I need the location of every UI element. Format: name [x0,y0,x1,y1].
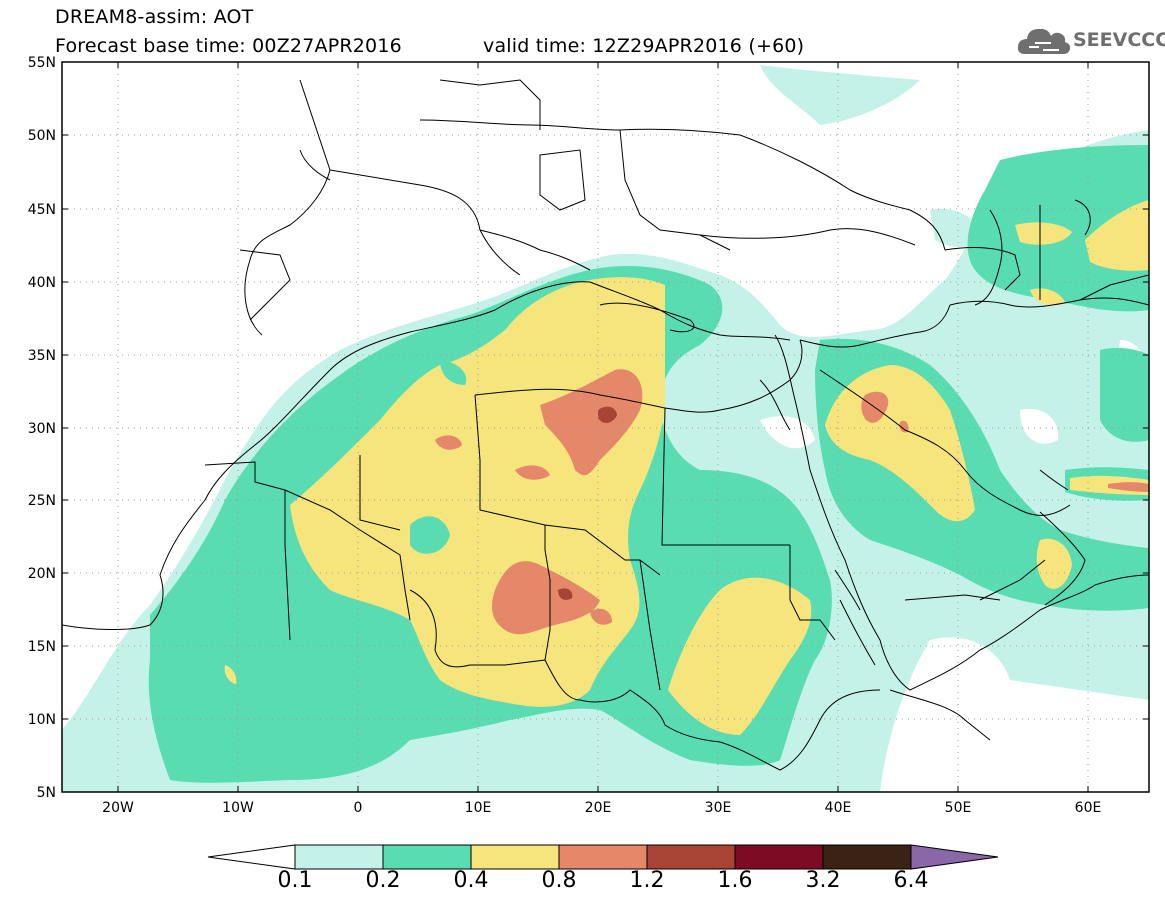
lat-label-55n: 55N [28,55,56,71]
colorbar-swatch-0.2 [382,844,472,870]
lat-label-15n: 15N [28,639,56,655]
seevccc-logo: SEEVCCC [1017,24,1165,58]
colorbar-label-1.2: 1.2 [629,868,665,893]
colorbar [207,844,999,870]
lon-label-20e: 20E [585,800,612,816]
lat-ticks [62,61,1149,793]
colorbar-label-0.2: 0.2 [365,868,401,893]
colorbar-swatch-0.1 [294,844,384,870]
lat-labels: 55N 50N 45N 40N 35N 30N 25N 20N 15N 10N … [28,55,56,801]
colorbar-swatch-1.6 [734,844,824,870]
aot-band-0.8 [435,369,1149,635]
colorbar-label-0.4: 0.4 [453,868,489,893]
colorbar-label-0.8: 0.8 [541,868,577,893]
lon-label-60e: 60E [1075,800,1102,816]
valid-time: valid time: 12Z29APR2016 (+60) [483,35,805,57]
lon-label-30e: 30E [705,800,732,816]
colorbar-under-arrow [207,844,296,870]
lon-label-10e: 10E [465,800,492,816]
colorbar-swatch-0.8 [558,844,648,870]
map-title: DREAM8-assim: AOT [55,6,254,28]
colorbar-label-1.6: 1.6 [717,868,753,893]
lat-label-5n: 5N [37,785,56,801]
lon-ticks [117,62,1089,792]
forecast-times: Forecast base time: 00Z27APR2016 valid ti… [55,35,804,57]
colorbar-label-0.1: 0.1 [277,868,313,893]
colorbar-swatch-3.2 [822,844,912,870]
colorbar-over-arrow [910,844,999,870]
colorbar-swatch-0.4 [470,844,560,870]
lat-label-30n: 30N [28,421,56,437]
aot-band-1.2 [558,406,617,600]
lon-label-0: 0 [354,800,363,816]
logo-text: SEEVCCC [1073,29,1165,51]
base-time: Forecast base time: 00Z27APR2016 [55,35,402,57]
lon-label-40e: 40E [825,800,852,816]
lon-labels: 20W 10W 0 10E 20E 30E 40E 50E 60E [102,800,1101,816]
coastlines [599,199,1091,666]
map-frame [61,61,1150,793]
colorbar-swatch-1.2 [646,844,736,870]
lon-label-50e: 50E [945,800,972,816]
lat-label-45n: 45N [28,202,56,218]
colorbar-label-6.4: 6.4 [893,868,929,893]
lon-label-10w: 10W [222,800,254,816]
aot-band-0.2-holes [410,360,467,554]
lat-label-10n: 10N [28,712,56,728]
country-borders [62,79,1149,771]
cloud-icon [1017,28,1071,54]
lat-label-50n: 50N [28,128,56,144]
lat-label-35n: 35N [28,348,56,364]
lat-label-25n: 25N [28,493,56,509]
lat-label-20n: 20N [28,566,56,582]
lat-label-40n: 40N [28,275,56,291]
colorbar-label-3.2: 3.2 [805,868,841,893]
lon-label-20w: 20W [102,800,134,816]
